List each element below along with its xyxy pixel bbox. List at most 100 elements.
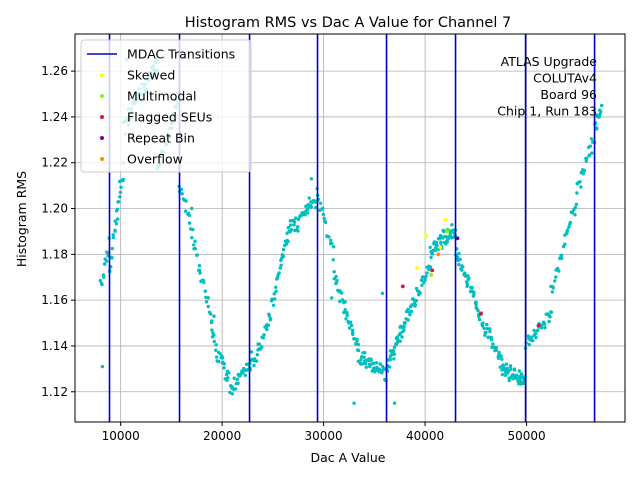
- data-point: [249, 350, 254, 354]
- data-point: [222, 362, 227, 366]
- legend: MDAC Transitions Skewed Multimodal Flagged …: [80, 39, 252, 173]
- data-point: [467, 276, 471, 281]
- data-point: [241, 370, 245, 374]
- data-point: [218, 352, 222, 356]
- y-tick-label: 1.22: [41, 156, 68, 170]
- data-point: [303, 213, 307, 217]
- data-point: [547, 319, 551, 324]
- data-point: [579, 185, 583, 189]
- data-point: [261, 336, 265, 340]
- data-point: [214, 343, 218, 347]
- data-point: [212, 333, 216, 337]
- chart-title: Histogram RMS vs Dac A Value for Channel…: [185, 15, 511, 31]
- data-point: [585, 156, 589, 160]
- data-point: [296, 217, 301, 222]
- data-point: [392, 345, 397, 349]
- data-point: [197, 264, 202, 268]
- data-point: [354, 342, 358, 346]
- legend-label: Skewed: [127, 68, 175, 83]
- data-point: [512, 368, 517, 372]
- data-point: [563, 242, 567, 246]
- data-point: [351, 332, 355, 337]
- data-point: [292, 220, 297, 224]
- data-point: [442, 229, 446, 234]
- data-point: [206, 304, 210, 309]
- legend-label: Flagged SEUs: [127, 110, 212, 125]
- data-point: [378, 362, 383, 366]
- data-point: [527, 342, 531, 347]
- data-point: [332, 270, 336, 274]
- data-point: [289, 228, 294, 232]
- data-point: [257, 342, 262, 346]
- data-point: [230, 392, 235, 396]
- data-point: [190, 236, 194, 240]
- data-point: [474, 303, 478, 307]
- data-point: [349, 323, 354, 328]
- data-point: [193, 247, 197, 251]
- data-point: [110, 246, 115, 251]
- data-point: [98, 278, 103, 283]
- data-point: [268, 317, 273, 321]
- data-point: [595, 126, 599, 130]
- data-point: [474, 300, 478, 304]
- data-point: [553, 279, 557, 283]
- data-point: [390, 353, 394, 357]
- data-point: [582, 169, 586, 173]
- data-point: [465, 284, 469, 288]
- data-point: [348, 320, 353, 324]
- data-point: [345, 311, 349, 315]
- data-point: [274, 285, 278, 289]
- data-point: [116, 217, 120, 221]
- data-point: [266, 323, 271, 327]
- data-point: [476, 309, 480, 313]
- flagged-point: [443, 218, 448, 222]
- data-point: [438, 236, 442, 240]
- data-point: [114, 209, 119, 213]
- data-point: [424, 274, 428, 279]
- data-point: [294, 216, 298, 220]
- grid: [75, 34, 625, 422]
- data-point: [204, 300, 209, 304]
- annotation-line: COLUTAv4: [533, 71, 597, 86]
- data-point: [227, 371, 231, 375]
- data-point: [305, 211, 310, 215]
- data-point: [522, 380, 526, 385]
- x-tick-label: 20000: [203, 429, 241, 443]
- data-point: [428, 245, 432, 250]
- legend-label: Repeat Bin: [127, 131, 195, 146]
- data-point: [575, 191, 579, 195]
- data-point: [589, 137, 594, 141]
- data-point: [568, 220, 572, 225]
- data-point: [254, 359, 259, 363]
- data-point: [535, 328, 540, 333]
- data-point: [402, 325, 406, 329]
- data-point: [517, 369, 521, 373]
- data-point: [500, 372, 505, 377]
- data-point: [494, 348, 498, 352]
- data-point: [228, 390, 232, 395]
- data-point: [491, 342, 495, 346]
- data-point: [414, 299, 418, 303]
- data-point: [330, 296, 334, 300]
- data-point: [347, 326, 352, 330]
- data-point: [530, 335, 534, 339]
- data-point: [281, 254, 286, 259]
- data-point: [100, 282, 104, 287]
- data-point: [289, 223, 293, 227]
- data-point: [222, 366, 226, 370]
- data-point: [411, 297, 416, 302]
- data-point: [356, 342, 360, 347]
- data-point: [590, 151, 594, 155]
- data-point: [334, 274, 338, 279]
- data-point: [121, 177, 126, 181]
- data-point: [364, 365, 368, 369]
- data-point: [531, 339, 535, 343]
- y-tick-label: 1.12: [41, 385, 68, 399]
- data-point: [212, 314, 216, 318]
- data-point: [503, 373, 508, 378]
- data-point: [226, 376, 230, 380]
- data-point: [477, 317, 482, 322]
- data-point: [434, 240, 439, 245]
- legend-label: Multimodal: [127, 89, 196, 104]
- data-point: [420, 283, 424, 287]
